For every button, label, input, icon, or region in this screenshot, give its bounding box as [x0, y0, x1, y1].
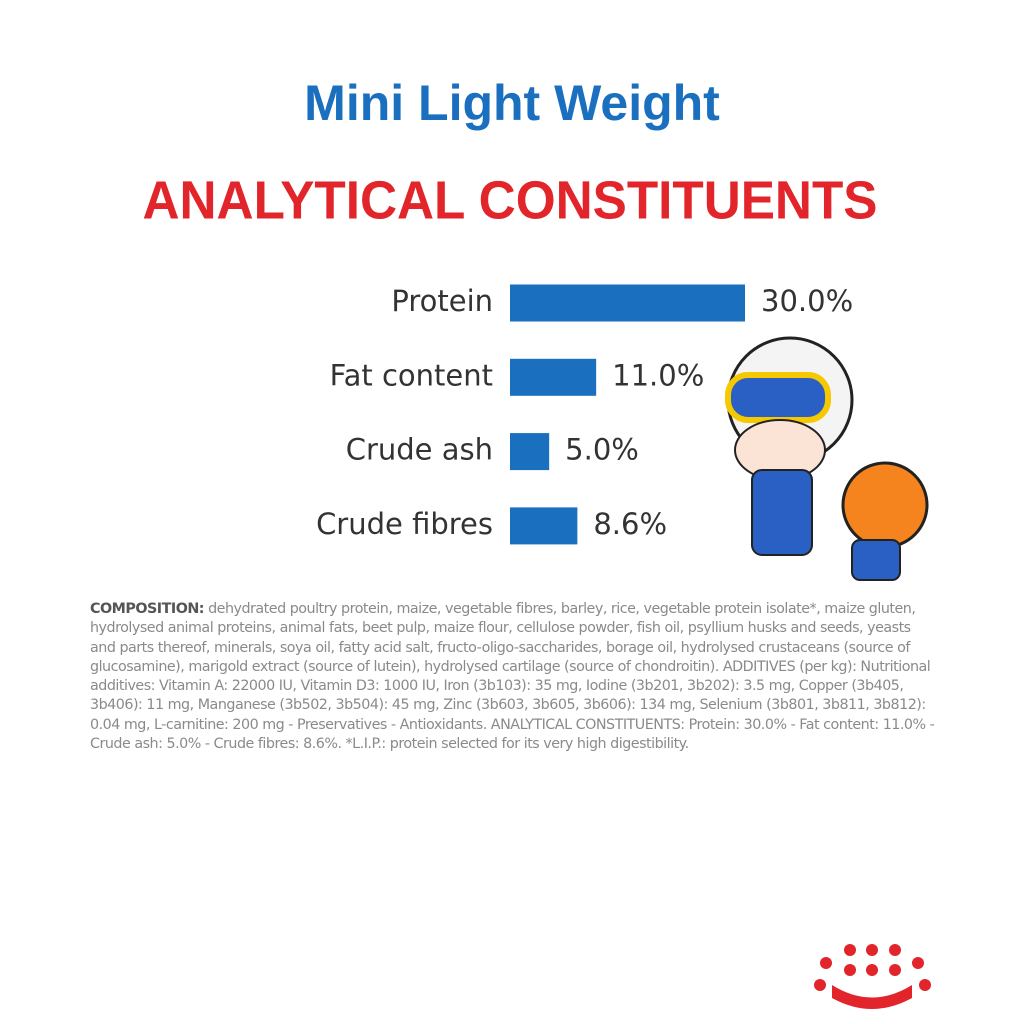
category-label: Crude fibres — [316, 507, 493, 541]
category-label: Protein — [391, 284, 493, 318]
value-label: 30.0% — [761, 284, 853, 318]
chart-subtitle: ANALYTICAL CONSTITUENTS — [143, 170, 878, 230]
composition: COMPOSITION: dehydrated poultry protein,… — [90, 600, 940, 754]
composition-label: COMPOSITION: — [90, 601, 205, 617]
value-label: 8.6% — [593, 507, 667, 541]
chart-title: Mini Light Weight — [304, 75, 720, 131]
bar — [510, 507, 578, 545]
mascot — [725, 336, 929, 581]
bar — [510, 433, 550, 471]
value-label: 11.0% — [612, 358, 704, 392]
composition-text: dehydrated poultry protein, maize, veget… — [90, 601, 935, 753]
category-label: Crude ash — [346, 433, 493, 467]
bar — [510, 358, 597, 396]
brand-logo — [814, 944, 931, 1009]
value-label: 5.0% — [565, 433, 639, 467]
bar — [510, 284, 745, 322]
category-label: Fat content — [330, 358, 493, 392]
